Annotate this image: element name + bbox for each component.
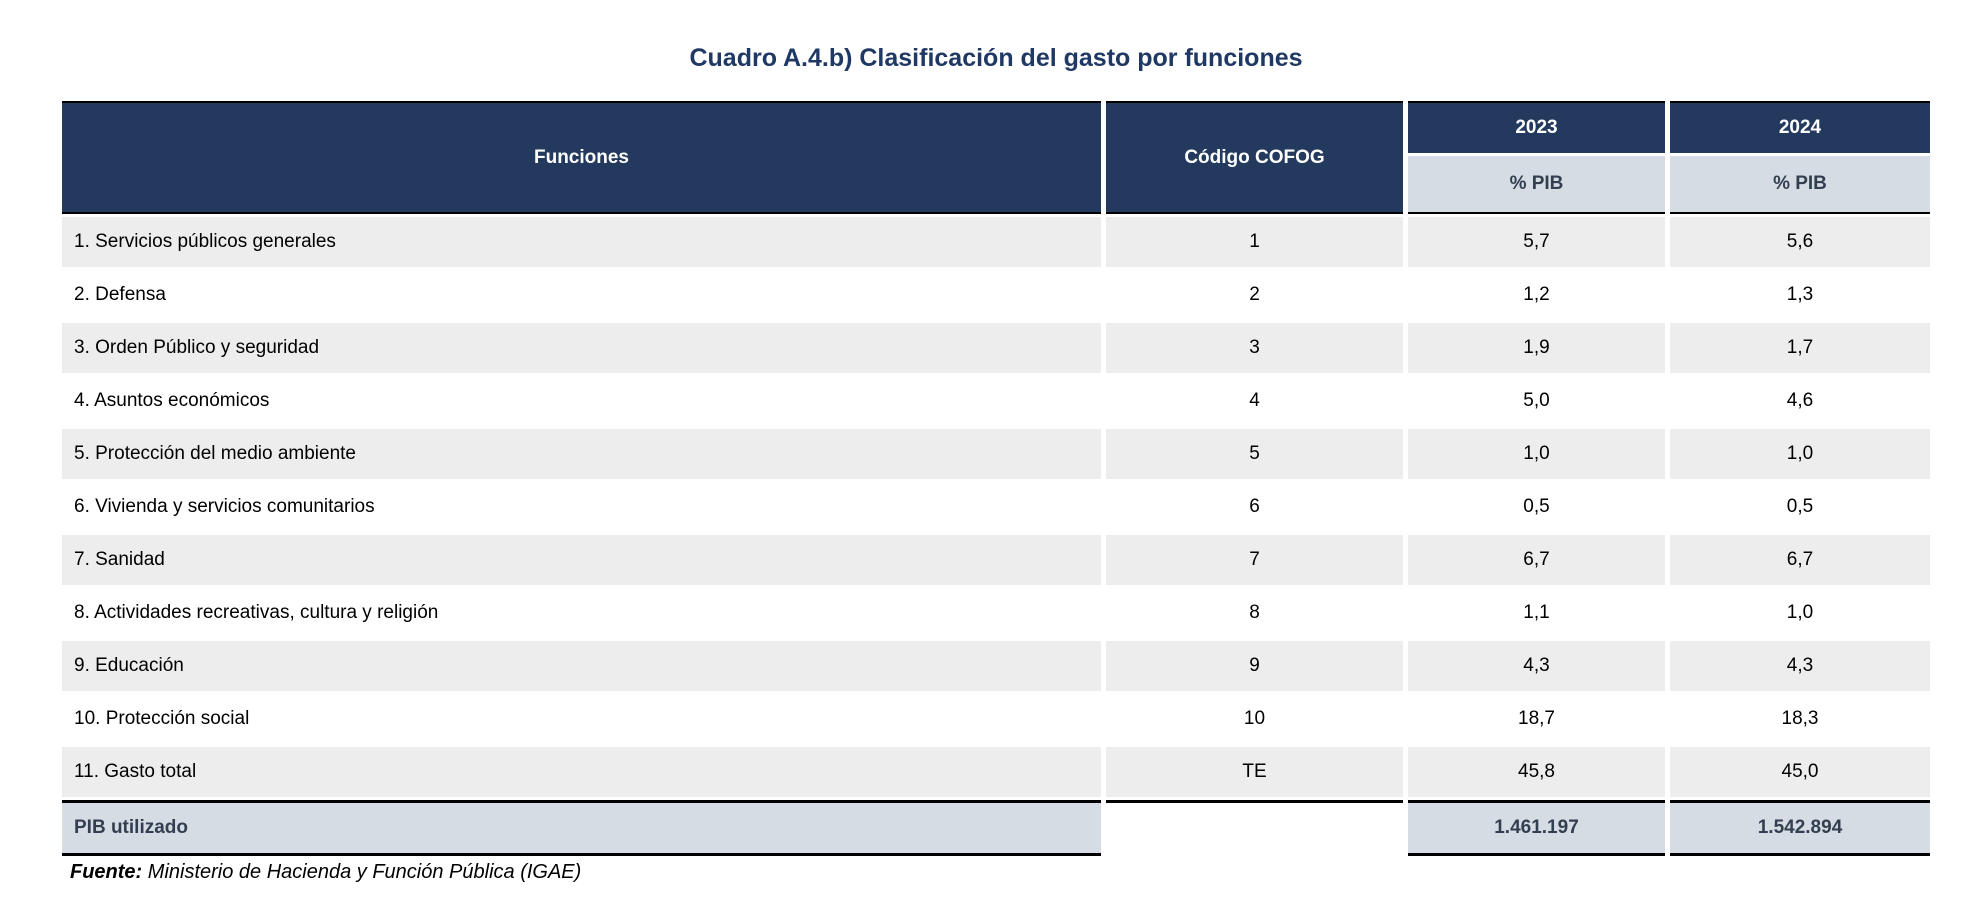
row-value-2024: 18,3 [1781,708,1819,729]
row-value-2024: 6,7 [1670,535,1930,585]
row-value-2024: 4,6 [1786,390,1814,411]
row-value-2023: 45,8 [1408,747,1665,797]
row-value-2024: 4,3 [1670,641,1930,691]
row-value-2024: 1,3 [1786,284,1814,305]
row-cofog-code: TE [1106,747,1403,797]
row-value-2024: 45,0 [1670,747,1930,797]
row-funcion: 3. Orden Público y seguridad [62,323,1101,373]
row-cofog-code: 1 [1106,217,1403,267]
row-value-2023: 4,3 [1408,641,1665,691]
header-year-2023: 2023 [1408,101,1665,153]
row-value-2023: 5,7 [1408,217,1665,267]
row-cofog-code: 5 [1106,429,1403,479]
header-pct-pib-2024: % PIB [1670,156,1930,214]
cofog-table: Funciones Código COFOG 2023 2024 % PIB %… [62,101,1930,856]
row-funcion: 7. Sanidad [62,535,1101,585]
source-text: Ministerio de Hacienda y Función Pública… [147,861,582,883]
header-codigo-cofog: Código COFOG [1106,101,1403,214]
row-value-2024: 5,6 [1670,217,1930,267]
header-pct-pib-2023: % PIB [1408,156,1665,214]
row-value-2023: 0,5 [1523,496,1550,517]
row-funcion: 10. Protección social [74,708,250,729]
row-cofog-code: 3 [1106,323,1403,373]
row-value-2023: 1,9 [1408,323,1665,373]
row-funcion: 11. Gasto total [62,747,1101,797]
row-funcion: 8. Actividades recreativas, cultura y re… [74,602,439,623]
row-value-2024: 1,0 [1670,429,1930,479]
source-label: Fuente: [70,861,143,883]
row-funcion: 9. Educación [62,641,1101,691]
row-cofog-code: 10 [1243,708,1266,729]
pib-utilizado-label: PIB utilizado [62,800,1101,856]
table-title: Cuadro A.4.b) Clasificación del gasto po… [689,44,1303,72]
row-value-2024: 1,0 [1786,602,1814,623]
row-funcion: 5. Protección del medio ambiente [62,429,1101,479]
row-value-2023: 1,2 [1523,284,1550,305]
row-cofog-code: 8 [1249,602,1260,623]
pib-empty-cell [1106,800,1403,856]
row-cofog-code: 2 [1249,284,1260,305]
row-funcion: 4. Asuntos económicos [74,390,270,411]
header-funciones: Funciones [62,101,1101,214]
row-cofog-code: 6 [1249,496,1260,517]
source-note: Fuente: Ministerio de Hacienda y Función… [70,861,581,884]
pib-value-2023: 1.461.197 [1408,800,1665,856]
row-value-2023: 5,0 [1523,390,1550,411]
pib-value-2024: 1.542.894 [1670,800,1930,856]
row-cofog-code: 4 [1249,390,1260,411]
row-value-2024: 1,7 [1670,323,1930,373]
row-value-2024: 0,5 [1786,496,1814,517]
row-value-2023: 18,7 [1518,708,1555,729]
row-value-2023: 1,1 [1523,602,1550,623]
row-cofog-code: 9 [1106,641,1403,691]
row-funcion: 2. Defensa [74,284,166,305]
row-funcion: 6. Vivienda y servicios comunitarios [74,496,375,517]
header-year-2024: 2024 [1670,101,1930,153]
row-funcion: 1. Servicios públicos generales [62,217,1101,267]
row-cofog-code: 7 [1106,535,1403,585]
row-value-2023: 1,0 [1408,429,1665,479]
row-value-2023: 6,7 [1408,535,1665,585]
